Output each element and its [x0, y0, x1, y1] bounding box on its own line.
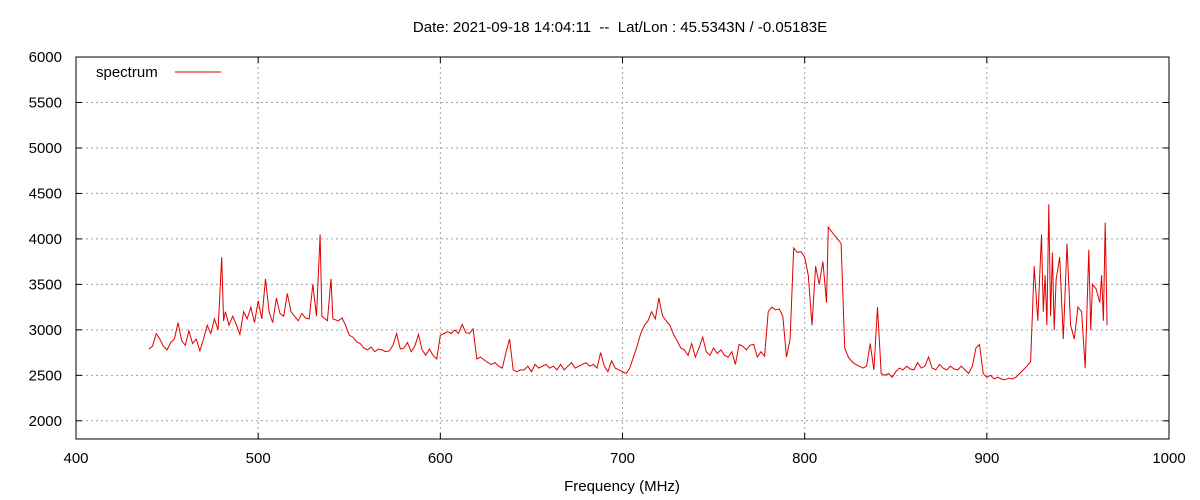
- legend: spectrum: [96, 64, 221, 81]
- y-tick-label-2000: 2000: [29, 413, 62, 430]
- x-tick-label-900: 900: [974, 450, 999, 467]
- x-tick-label-400: 400: [63, 450, 88, 467]
- x-tick-label-700: 700: [610, 450, 635, 467]
- y-tick-label-6000: 6000: [29, 49, 62, 66]
- grid-lines: [76, 57, 1169, 439]
- x-tick-label-500: 500: [246, 450, 271, 467]
- y-tick-label-5500: 5500: [29, 94, 62, 111]
- x-tick-label-1000: 1000: [1152, 450, 1185, 467]
- y-axis: 2000 2500 3000 3500 4000 4500 5000 5500 6000: [29, 49, 1169, 430]
- x-tick-label-800: 800: [792, 450, 817, 467]
- chart-title: Date: 2021-09-18 14:04:11 -- Lat/Lon : 4…: [413, 19, 827, 36]
- x-axis-label: Frequency (MHz): [564, 478, 680, 495]
- y-tick-label-5000: 5000: [29, 140, 62, 157]
- series-spectrum-line: [148, 204, 1108, 381]
- y-tick-label-4500: 4500: [29, 185, 62, 202]
- legend-entry-spectrum: spectrum: [96, 64, 158, 81]
- y-tick-label-2500: 2500: [29, 367, 62, 384]
- y-tick-label-3000: 3000: [29, 322, 62, 339]
- y-tick-label-4000: 4000: [29, 231, 62, 248]
- y-tick-label-3500: 3500: [29, 276, 62, 293]
- x-tick-label-600: 600: [428, 450, 453, 467]
- x-axis: 400 500 600 700 800 900 1000: [63, 57, 1186, 467]
